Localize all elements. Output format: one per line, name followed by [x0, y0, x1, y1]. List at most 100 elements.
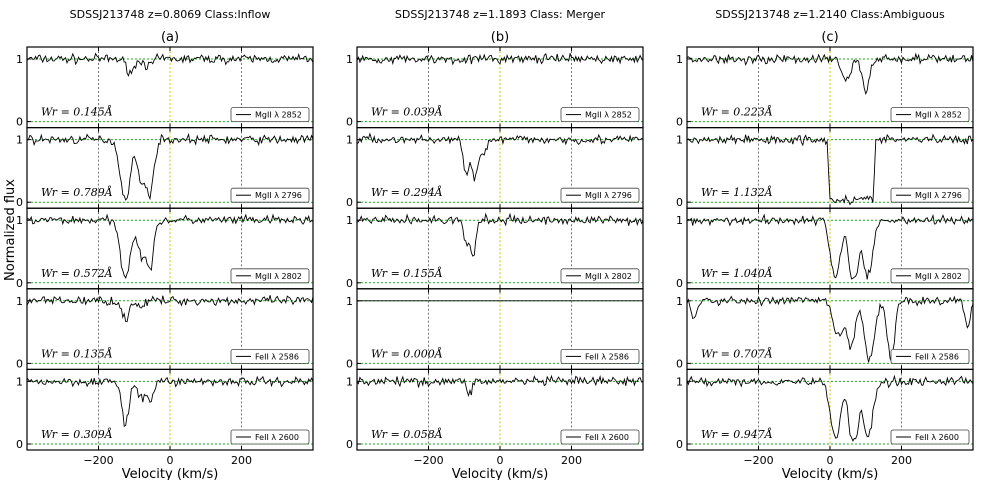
legend-box — [890, 429, 970, 445]
legend: MgII λ 2852 — [890, 107, 970, 122]
equivalent-width-label: Wr = 1.040Å — [701, 266, 773, 280]
y-tick-label: 1 — [676, 375, 683, 388]
row-frame — [686, 368, 974, 451]
panel-label: (c) — [821, 30, 838, 45]
legend-entry: FeII λ 2600 — [915, 433, 959, 442]
equivalent-width-label: Wr = 0.294Å — [371, 185, 443, 199]
y-tick-label: 1 — [676, 295, 683, 308]
y-tick-label: 0 — [676, 357, 683, 370]
legend-box — [890, 268, 970, 284]
x-tick-label: 200 — [891, 454, 912, 467]
legend-box — [230, 268, 310, 284]
y-tick-label: 1 — [346, 134, 353, 147]
y-tick-label: 1 — [346, 214, 353, 227]
legend: MgII λ 2852 — [230, 107, 310, 122]
spectrum-line — [356, 374, 644, 398]
y-tick-label: 0 — [16, 438, 23, 451]
legend: MgII λ 2802 — [890, 268, 970, 284]
legend: MgII λ 2802 — [230, 268, 310, 284]
y-axis-label: Normalized flux — [3, 179, 18, 281]
legend-entry: FeII λ 2600 — [585, 433, 629, 442]
legend-entry: MgII λ 2802 — [255, 272, 302, 281]
spectrum-line — [26, 52, 314, 77]
x-tick-label: 200 — [561, 454, 582, 467]
x-axis-label: Velocity (km/s) — [452, 467, 549, 480]
legend-box — [890, 107, 970, 122]
spectrum-panel-a: SDSSJ213748 z=0.8069 Class:Inflow (a) 0 1 Wr… — [16, 8, 314, 480]
x-tick-label: 0 — [167, 454, 174, 467]
spectrum-line — [356, 212, 644, 257]
series-2: 0 1 Wr = 1.040Å MgII λ 2802 — [676, 207, 974, 290]
y-tick-label: 0 — [346, 438, 353, 451]
legend: MgII λ 2796 — [890, 187, 970, 203]
equivalent-width-label: Wr = 0.039Å — [371, 105, 443, 119]
legend-box — [230, 429, 310, 445]
series-2: 0 1 Wr = 0.572Å MgII λ 2802 — [16, 207, 314, 290]
legend-entry: MgII λ 2852 — [585, 111, 632, 120]
equivalent-width-label: Wr = 0.145Å — [41, 105, 113, 119]
panel-label: (a) — [161, 30, 179, 45]
x-tick-label: −200 — [413, 454, 443, 467]
legend-entry: MgII λ 2796 — [255, 191, 302, 200]
legend: FeII λ 2586 — [560, 348, 640, 364]
series-4: 0 1 Wr = 0.309Å FeII λ 2600 — [16, 368, 314, 451]
y-tick-label: 1 — [346, 375, 353, 388]
equivalent-width-label: Wr = 0.789Å — [41, 185, 113, 199]
legend-entry: FeII λ 2586 — [255, 352, 299, 361]
x-axis-label: Velocity (km/s) — [122, 467, 219, 480]
equivalent-width-label: Wr = 0.223Å — [701, 105, 773, 119]
legend: MgII λ 2802 — [560, 268, 640, 284]
series-3: 0 1 Wr = 0.707Å FeII λ 2586 — [676, 288, 974, 370]
spectrum-line — [356, 132, 644, 182]
spectrum-line — [356, 53, 644, 66]
y-tick-label: 1 — [16, 375, 23, 388]
equivalent-width-label: Wr = 0.947Å — [701, 427, 773, 441]
row-frame — [356, 368, 644, 451]
legend-box — [560, 348, 640, 364]
legend: FeII λ 2600 — [230, 429, 310, 445]
legend-entry: MgII λ 2802 — [585, 272, 632, 281]
y-tick-label: 0 — [676, 196, 683, 209]
y-tick-label: 0 — [676, 438, 683, 451]
legend-entry: FeII λ 2600 — [255, 433, 299, 442]
y-tick-label: 1 — [16, 134, 23, 147]
legend-box — [890, 348, 970, 364]
legend: FeII λ 2600 — [560, 429, 640, 445]
legend-entry: MgII λ 2802 — [915, 272, 962, 281]
spectrum-line — [686, 133, 974, 206]
row-frame — [26, 368, 314, 451]
x-tick-label: 200 — [231, 454, 252, 467]
y-tick-label: 0 — [16, 116, 23, 129]
y-tick-label: 1 — [676, 53, 683, 66]
equivalent-width-label: Wr = 0.000Å — [371, 346, 443, 360]
legend-box — [230, 107, 310, 122]
spectrum-line — [26, 295, 314, 323]
x-tick-label: −200 — [743, 454, 773, 467]
series-1: 0 1 Wr = 1.132Å MgII λ 2796 — [676, 126, 974, 209]
legend-entry: MgII λ 2796 — [915, 191, 962, 200]
y-tick-label: 1 — [346, 295, 353, 308]
y-tick-label: 0 — [346, 116, 353, 129]
x-axis-label: Velocity (km/s) — [782, 467, 879, 480]
y-tick-label: 0 — [16, 277, 23, 290]
y-tick-label: 0 — [676, 277, 683, 290]
legend-box — [230, 187, 310, 203]
series-4: 0 1 Wr = 0.058Å FeII λ 2600 — [346, 368, 644, 451]
y-tick-label: 1 — [16, 214, 23, 227]
y-tick-label: 1 — [16, 295, 23, 308]
x-tick-label: −200 — [83, 454, 113, 467]
legend-box — [890, 187, 970, 203]
legend-entry: FeII λ 2586 — [585, 352, 629, 361]
spectrum-panel-b: SDSSJ213748 z=1.1893 Class: Merger (b) 0 1 W… — [346, 8, 644, 480]
y-tick-label: 1 — [676, 214, 683, 227]
panel-label: (b) — [491, 30, 509, 45]
legend: FeII λ 2600 — [890, 429, 970, 445]
legend: FeII λ 2586 — [230, 348, 310, 364]
series-3: 0 1 Wr = 0.000Å FeII λ 2586 — [346, 288, 644, 370]
equivalent-width-label: Wr = 0.058Å — [371, 427, 443, 441]
series-0: 0 1 Wr = 0.223Å MgII λ 2852 — [676, 46, 974, 129]
chart-title: SDSSJ213748 z=1.1893 Class: Merger — [395, 8, 606, 21]
legend: MgII λ 2796 — [230, 187, 310, 203]
legend: MgII λ 2852 — [560, 107, 640, 122]
